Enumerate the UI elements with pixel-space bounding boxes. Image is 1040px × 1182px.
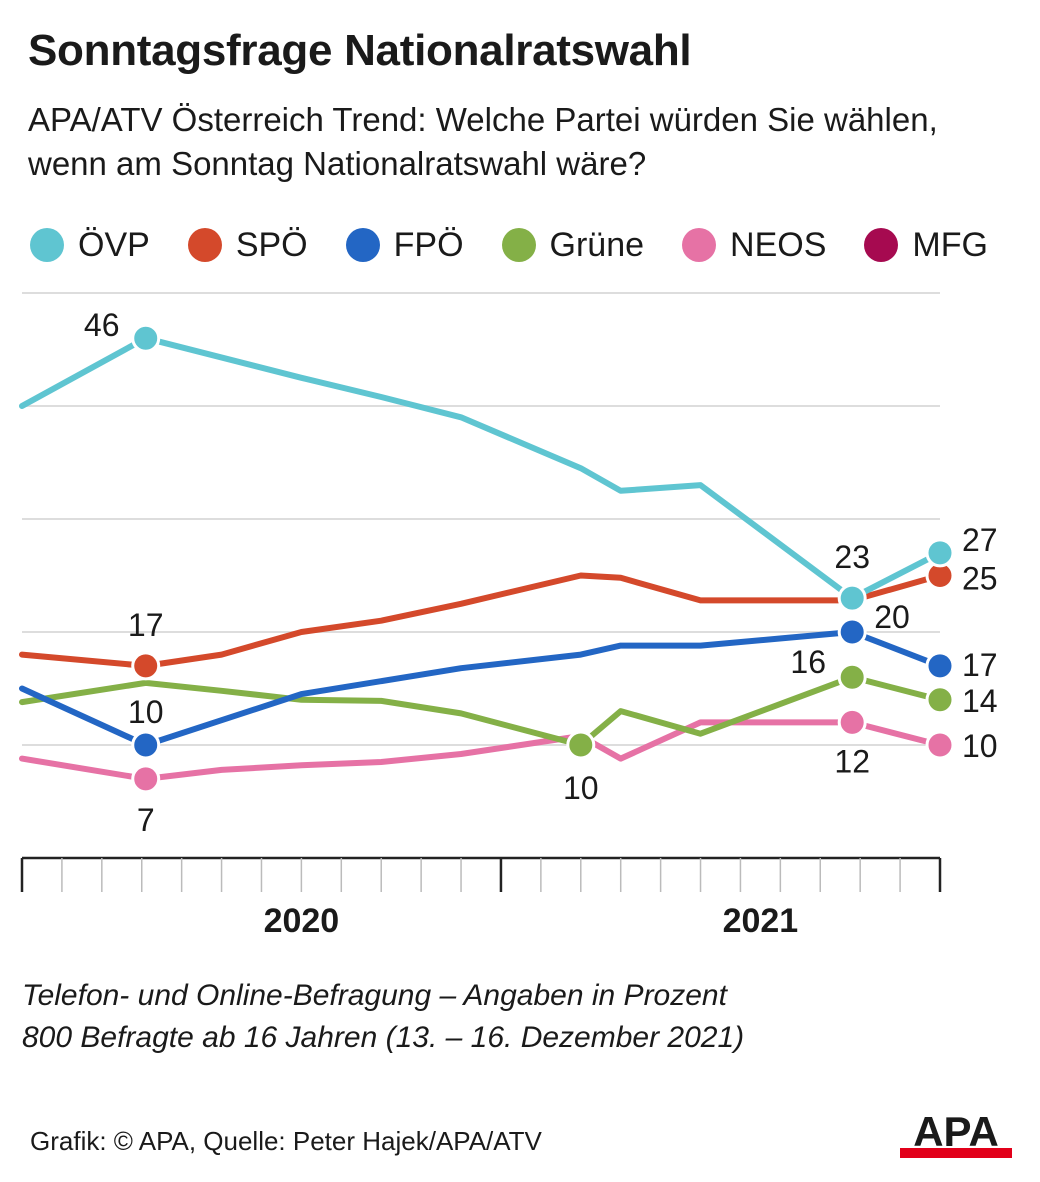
- legend-swatch: [187, 228, 222, 262]
- series-line-neos: [19, 719, 943, 782]
- data-label: 17: [962, 647, 998, 683]
- data-point-marker: [131, 651, 161, 681]
- legend-item: ÖVP: [30, 226, 150, 265]
- legend-label: SPÖ: [235, 225, 308, 264]
- series-line-övp: [19, 335, 943, 602]
- grid-lines: [22, 292, 940, 746]
- data-point-marker: [925, 685, 955, 715]
- legend-swatch: [864, 228, 899, 262]
- data-point-marker: [925, 538, 955, 568]
- chart-subtitle: APA/ATV Österreich Trend: Welche Partei …: [28, 101, 938, 182]
- data-point-marker: [837, 617, 867, 647]
- apa-logo-text: APA: [913, 1108, 999, 1155]
- series-line-grüne: [19, 674, 943, 748]
- data-label: 25: [962, 561, 998, 597]
- data-point-marker: [837, 662, 867, 692]
- x-year-label: 2021: [723, 902, 799, 940]
- data-labels: 46 23 27 17 25 10 20 17 10 16 14 7 12 10: [84, 307, 998, 838]
- data-label: 7: [137, 802, 155, 838]
- legend-swatch: [682, 228, 717, 262]
- data-point-marker: [566, 730, 596, 760]
- legend-swatch: [345, 228, 380, 262]
- note-line-1: Telefon- und Online-Befragung – Angaben …: [22, 979, 727, 1012]
- data-point-marker: [925, 651, 955, 681]
- legend-label: NEOS: [730, 225, 827, 264]
- series-line-fpö: [19, 629, 943, 748]
- data-label: 10: [128, 694, 164, 730]
- line-chart: 2020 2021 46 23 27 17 25 10 20 17 10 16 14 7 12 10: [19, 292, 998, 940]
- data-point-marker: [837, 583, 867, 613]
- data-point-marker: [131, 730, 161, 760]
- data-point-marker: [837, 707, 867, 737]
- data-label: 20: [874, 599, 910, 635]
- x-axis: 2020 2021: [20, 856, 942, 940]
- legend-label: FPÖ: [393, 225, 464, 264]
- series-line-spö: [19, 572, 943, 669]
- note-line-2: 800 Befragte ab 16 Jahren (13. – 16. Dez…: [22, 1021, 745, 1054]
- data-label: 17: [128, 607, 164, 643]
- legend-label: ÖVP: [78, 225, 150, 264]
- data-label: 27: [962, 522, 998, 558]
- series-lines: [19, 335, 943, 782]
- legend: ÖVP SPÖ FPÖ Grüne NEOS MFG: [30, 222, 1026, 268]
- data-point-marker: [131, 764, 161, 794]
- data-label: 10: [563, 770, 599, 806]
- legend-swatch: [501, 228, 536, 262]
- legend-item: MFG: [864, 226, 988, 265]
- legend-swatch: [30, 228, 64, 262]
- data-point-marker: [925, 730, 955, 760]
- legend-label: Grüne: [549, 225, 645, 264]
- legend-label: MFG: [912, 225, 988, 264]
- series-markers: [131, 323, 955, 794]
- data-label: 23: [834, 539, 870, 575]
- legend-item: Grüne: [501, 225, 645, 265]
- data-label: 10: [962, 728, 998, 764]
- apa-logo: APA: [900, 1108, 1012, 1158]
- source-credit: Grafik: © APA, Quelle: Peter Hajek/APA/A…: [30, 1126, 542, 1156]
- data-point-marker: [131, 323, 161, 353]
- data-label: 16: [790, 644, 826, 680]
- data-label: 46: [84, 307, 120, 343]
- legend-item: NEOS: [682, 226, 826, 265]
- data-label: 12: [834, 743, 870, 779]
- data-label: 14: [962, 683, 998, 719]
- x-year-label: 2020: [264, 902, 340, 940]
- legend-item: FPÖ: [345, 225, 464, 265]
- chart-title: Sonntagsfrage Nationalratswahl: [28, 26, 692, 75]
- legend-item: SPÖ: [187, 225, 308, 265]
- apa-logo-bar: [900, 1148, 1012, 1158]
- methodology-note: Telefon- und Online-Befragung – Angaben …: [22, 975, 744, 1059]
